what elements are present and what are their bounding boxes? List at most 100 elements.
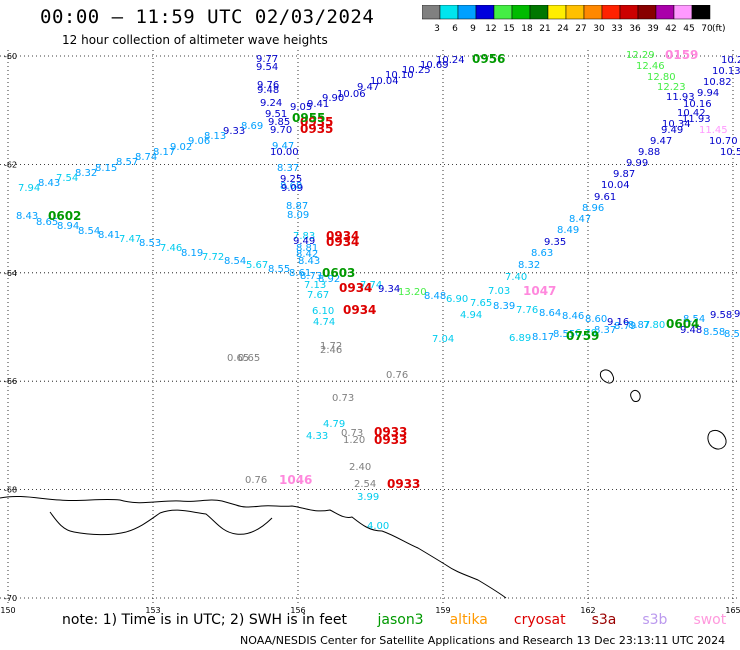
- pass-time-label: 0934: [339, 281, 372, 295]
- swh-label: 5.67: [246, 260, 268, 271]
- map-subtitle: 12 hour collection of altimeter wave hei…: [62, 33, 328, 47]
- legend-value: 21: [539, 24, 550, 34]
- lon-tick-label: 153: [145, 606, 160, 615]
- swh-label: 9.05: [290, 102, 312, 113]
- swh-label: 7.54: [56, 173, 78, 184]
- lon-tick-label: 156: [290, 606, 305, 615]
- swh-label: 8.55: [268, 264, 290, 275]
- swh-label: 8.58: [703, 327, 725, 338]
- swh-label: 7.94: [18, 183, 40, 194]
- legend-value: 3: [434, 24, 440, 34]
- swh-label: 8.41: [98, 230, 120, 241]
- swh-label: 7.72: [202, 252, 224, 263]
- swh-label: 7.74: [360, 280, 382, 291]
- swh-label: 8.73: [300, 271, 322, 282]
- swh-label: 12.46: [636, 61, 665, 72]
- swh-label: 8.69: [241, 121, 263, 132]
- pass-time-label: 0933: [387, 477, 420, 491]
- swh-label: 11.45: [699, 125, 728, 136]
- swh-label: 9.48: [680, 325, 702, 336]
- swh-label: 7.04: [432, 334, 454, 345]
- swh-label: 8.54: [683, 314, 705, 325]
- swh-label: 4.79: [323, 419, 345, 430]
- swh-label: 9.02: [170, 142, 192, 153]
- legend-swatch: [691, 5, 711, 20]
- legend-value: 70: [701, 24, 713, 34]
- pass-time-label: 0602: [48, 209, 81, 223]
- swh-label: 9.34: [378, 284, 400, 295]
- swh-label: 8.96: [582, 203, 604, 214]
- swh-label: 6.79: [575, 328, 597, 339]
- swh-label: 8.60: [585, 314, 607, 325]
- pass-time-label: 0933: [374, 425, 407, 439]
- swh-label: 0.73: [332, 393, 354, 404]
- satellite-name-jason3: jason3: [377, 612, 424, 628]
- swh-label: 8.57: [116, 157, 138, 168]
- swh-label: 7.65: [470, 298, 492, 309]
- swh-label: 8.39: [493, 301, 515, 312]
- swh-label: 8.48: [424, 291, 446, 302]
- swh-label: 9.99: [626, 158, 648, 169]
- coastline-inlet: [49, 509, 273, 536]
- swh-label: 1.72: [320, 341, 342, 352]
- swh-label: 8.49: [557, 225, 579, 236]
- swh-label: 10.69: [420, 60, 449, 71]
- pass-time-label: 1046: [279, 473, 312, 487]
- swh-label: 10.82: [703, 77, 732, 88]
- satellite-name-swot: swot: [693, 612, 727, 628]
- swh-label: 10.24: [436, 55, 465, 66]
- island-3: [707, 429, 727, 450]
- legend-value: 24: [557, 24, 569, 34]
- legend-value: 18: [521, 24, 533, 34]
- lon-tick-label: 162: [580, 606, 595, 615]
- swh-label: 12.80: [647, 72, 676, 83]
- swh-label: 8.64: [539, 308, 561, 319]
- legend-value: 39: [647, 24, 659, 34]
- swh-label: 9.06: [188, 136, 210, 147]
- swh-label: 8.37: [594, 325, 616, 336]
- map-title: 00:00 – 11:59 UTC 02/03/2024: [40, 6, 375, 28]
- pass-time-label: 0955: [292, 111, 325, 125]
- swh-label: 12.29: [626, 50, 655, 61]
- swh-label: 9.24: [260, 98, 282, 109]
- swh-label: 10.16: [683, 99, 712, 110]
- satellite-name-altika: altika: [449, 612, 488, 628]
- swh-label: 7.46: [160, 243, 182, 254]
- swh-label: 10.00: [270, 147, 299, 158]
- swh-label: 11.93: [666, 92, 695, 103]
- swh-label: 10.06: [337, 89, 366, 100]
- swh-label: 9.61: [594, 192, 616, 203]
- swh-label: 9: [734, 309, 740, 320]
- swh-label: 7.83: [293, 231, 315, 242]
- swh-label: 8.46: [562, 311, 584, 322]
- legend-value: 15: [503, 24, 514, 34]
- legend-value: 6: [452, 24, 458, 34]
- antarctic-coastline: [0, 369, 727, 599]
- swh-label: 9.77: [256, 54, 278, 65]
- pass-time-label: 0159: [665, 48, 698, 62]
- swh-label: 8.61: [289, 268, 311, 279]
- legend-value: 9: [470, 24, 476, 34]
- swh-label: 9.49: [293, 236, 315, 247]
- lat-tick-label: -70: [4, 594, 17, 603]
- graticule-grid: [0, 50, 740, 603]
- swh-label: 9.58: [710, 310, 732, 321]
- swh-label: 8.54: [78, 226, 100, 237]
- swh-label: 8.19: [181, 248, 203, 259]
- swh-label: 8.94: [57, 221, 79, 232]
- credit-line: NOAA/NESDIS Center for Satellite Applica…: [240, 634, 726, 647]
- note-text: note: 1) Time is in UTC; 2) SWH is in fe…: [62, 612, 348, 628]
- satellite-name-s3b: s3b: [642, 612, 668, 628]
- swh-label: 10.25: [402, 65, 431, 76]
- swh-label: 8.87: [628, 320, 650, 331]
- swh-label: 8.43: [38, 178, 60, 189]
- swh-label: 9.54: [256, 62, 278, 73]
- swh-label: 9.94: [697, 88, 719, 99]
- swh-label: 10.34: [662, 119, 691, 130]
- swh-label: 10.10: [385, 70, 414, 81]
- swh-label: 10.42: [677, 108, 706, 119]
- pass-time-label: 1047: [523, 284, 556, 298]
- legend-value: 30: [593, 24, 605, 34]
- swh-label: 8.55: [553, 329, 575, 340]
